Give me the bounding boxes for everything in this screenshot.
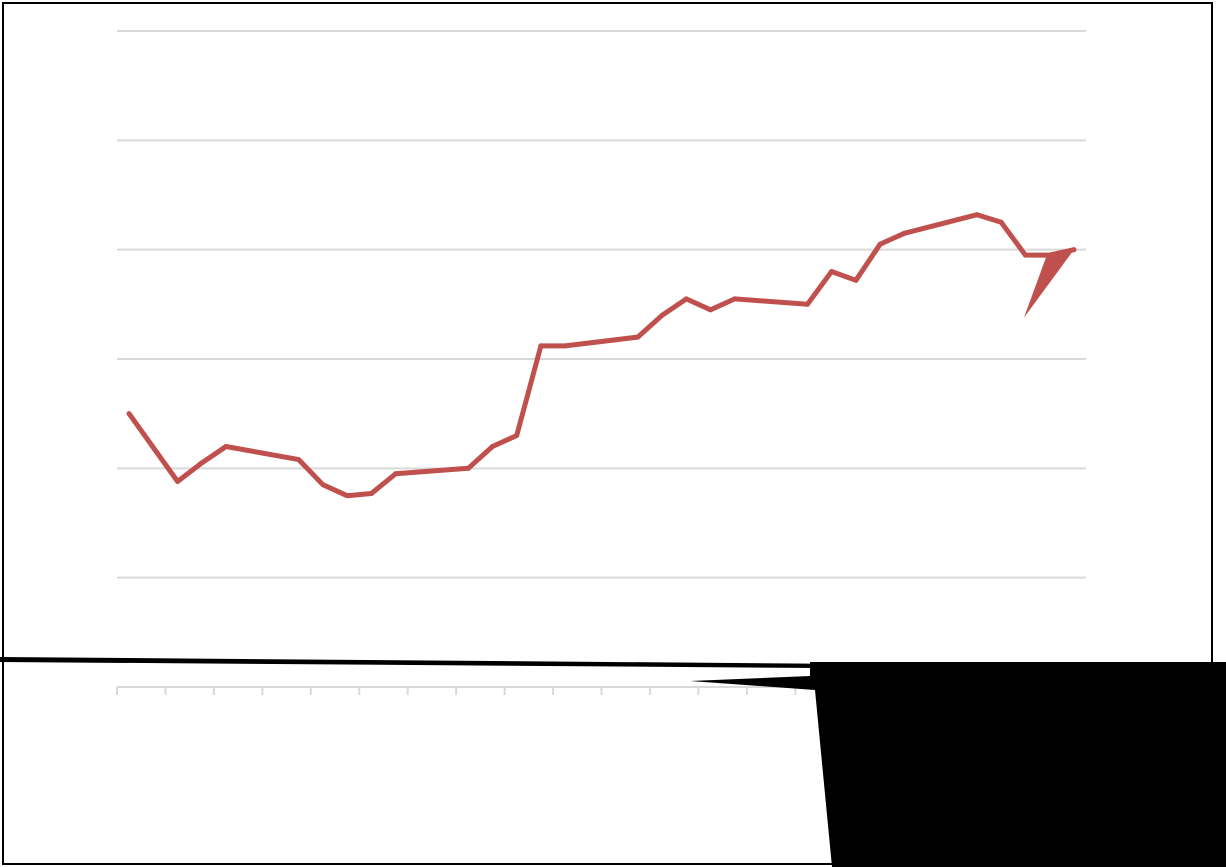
series-0-point-4 [296,457,302,463]
series-0-point-11 [514,433,520,438]
occluder-shape-block [690,662,1226,867]
series-0-point-9 [465,465,471,471]
series-0-point-0 [126,411,132,417]
series-0-point-3 [223,444,229,449]
series-0-point-24 [974,212,980,218]
series-0-point-23 [901,230,907,236]
series-0-point-8 [393,471,399,477]
series-0-point-16 [683,296,689,302]
series-0-point-7 [368,491,374,496]
series-0-point-2 [199,460,205,466]
gridlines [117,30,1086,579]
series-0-point-19 [804,301,810,307]
series-0-point-22 [877,241,883,247]
series-end-marker [1023,249,1074,318]
series-0-point-20 [829,269,835,274]
series-0-point-18 [732,296,738,302]
series-0-point-12 [538,343,544,349]
series-0-point-13 [562,343,568,349]
series-layer [126,212,1077,499]
series-0-point-17 [708,307,713,313]
series-0-point-21 [853,277,859,283]
series-0-point-1 [175,479,181,484]
series-0-point-6 [344,493,350,499]
series-0-point-5 [320,482,326,488]
series-0-point-10 [490,444,495,449]
series-0-point-15 [659,312,665,318]
series-0-point-25 [998,219,1004,225]
series-0-point-14 [635,334,641,340]
occluder-shape-notch [812,665,1226,690]
series-0-point-26 [1022,252,1028,258]
